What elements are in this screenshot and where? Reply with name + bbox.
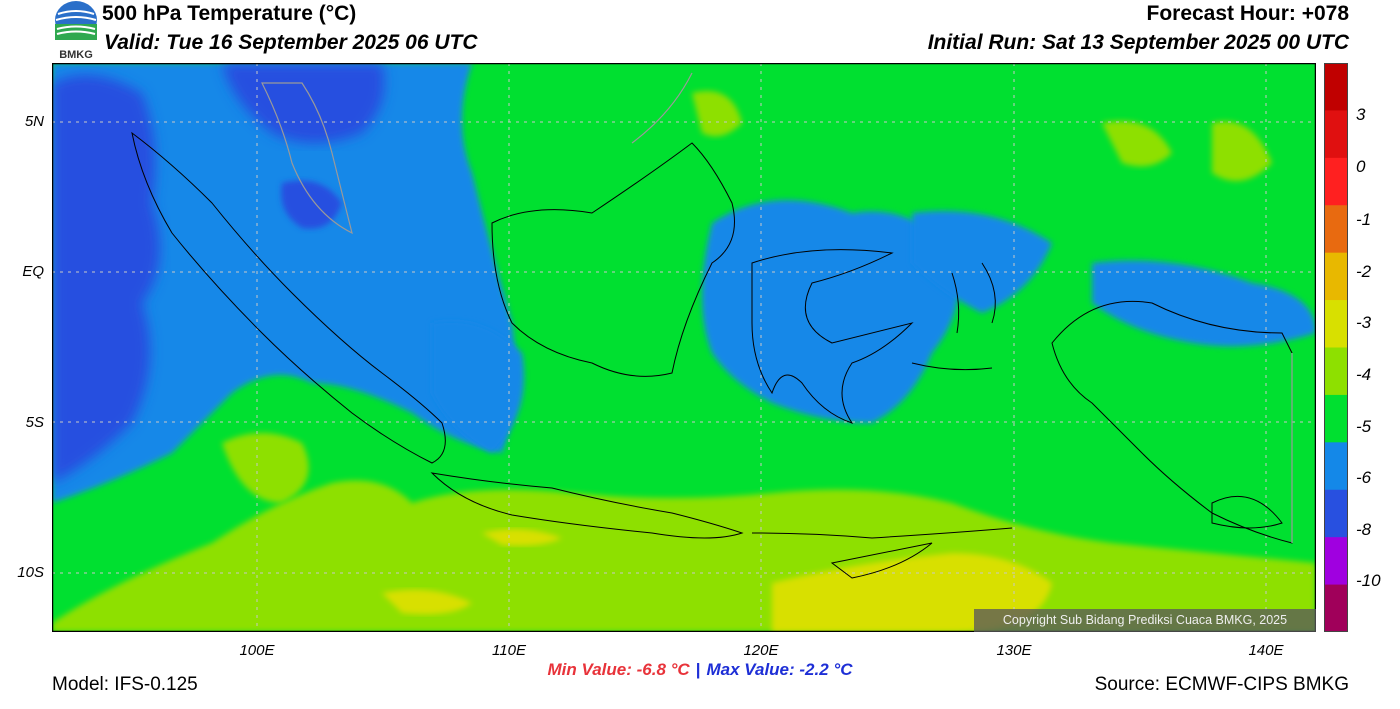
colorbar-label-m5: -5 <box>1356 417 1372 436</box>
bmkg-logo: BMKG <box>52 0 100 62</box>
logo-text: BMKG <box>59 49 93 61</box>
lat-label-5n: 5N <box>24 113 44 130</box>
max-value: Max Value: -2.2 °C <box>706 660 853 679</box>
colorbar <box>1324 63 1348 633</box>
colorbar-segment <box>1324 157 1348 206</box>
colorbar-segment <box>1324 300 1348 348</box>
colorbar-segment <box>1324 442 1348 491</box>
lon-label-120e: 120E <box>743 642 779 659</box>
temperature-map <box>52 63 1316 632</box>
colorbar-segment <box>1324 110 1348 159</box>
initial-run: Initial Run: Sat 13 September 2025 00 UT… <box>927 31 1349 54</box>
min-max-stats: Min Value: -6.8 °C | Max Value: -2.2 °C <box>0 660 1400 680</box>
colorbar-segment <box>1324 394 1348 443</box>
colorbar-segment <box>1324 63 1348 111</box>
colorbar-label-m10: -10 <box>1356 571 1381 590</box>
valid-time: Valid: Tue 16 September 2025 06 UTC <box>104 31 478 54</box>
colorbar-segment <box>1324 205 1348 254</box>
colorbar-label-m2: -2 <box>1356 262 1372 281</box>
lon-label-100e: 100E <box>239 642 275 659</box>
colorbar-label-m3: -3 <box>1356 313 1372 332</box>
colorbar-label-m4: -4 <box>1356 365 1372 384</box>
colorbar-label-m8: -8 <box>1356 520 1372 539</box>
colorbar-border <box>1324 63 1348 632</box>
min-value: Min Value: -6.8 °C <box>547 660 690 679</box>
lon-label-110e: 110E <box>492 642 526 659</box>
colorbar-label-3: 3 <box>1356 105 1366 124</box>
copyright-notice: Copyright Sub Bidang Prediksi Cuaca BMKG… <box>974 609 1316 632</box>
colorbar-segment <box>1324 584 1348 633</box>
colorbar-segment <box>1324 252 1348 301</box>
lat-label-10s: 10S <box>17 564 44 581</box>
stats-separator: | <box>695 660 701 679</box>
lon-label-130e: 130E <box>996 642 1032 659</box>
chart-title: 500 hPa Temperature (°C) <box>102 2 357 25</box>
lat-label-5s: 5S <box>25 414 44 431</box>
forecast-hour: Forecast Hour: +078 <box>1146 2 1350 25</box>
lon-label-140e: 140E <box>1248 642 1284 659</box>
lat-label-eq: EQ <box>22 263 44 280</box>
colorbar-label-0: 0 <box>1356 157 1366 176</box>
source-label: Source: ECMWF-CIPS BMKG <box>1094 674 1349 695</box>
colorbar-label-m1: -1 <box>1356 210 1372 229</box>
colorbar-segment <box>1324 489 1348 538</box>
colorbar-label-m6: -6 <box>1356 468 1372 487</box>
colorbar-segment <box>1324 347 1348 396</box>
colorbar-segment <box>1324 537 1348 586</box>
model-label: Model: IFS-0.125 <box>52 674 198 695</box>
map-canvas <box>52 63 1316 632</box>
